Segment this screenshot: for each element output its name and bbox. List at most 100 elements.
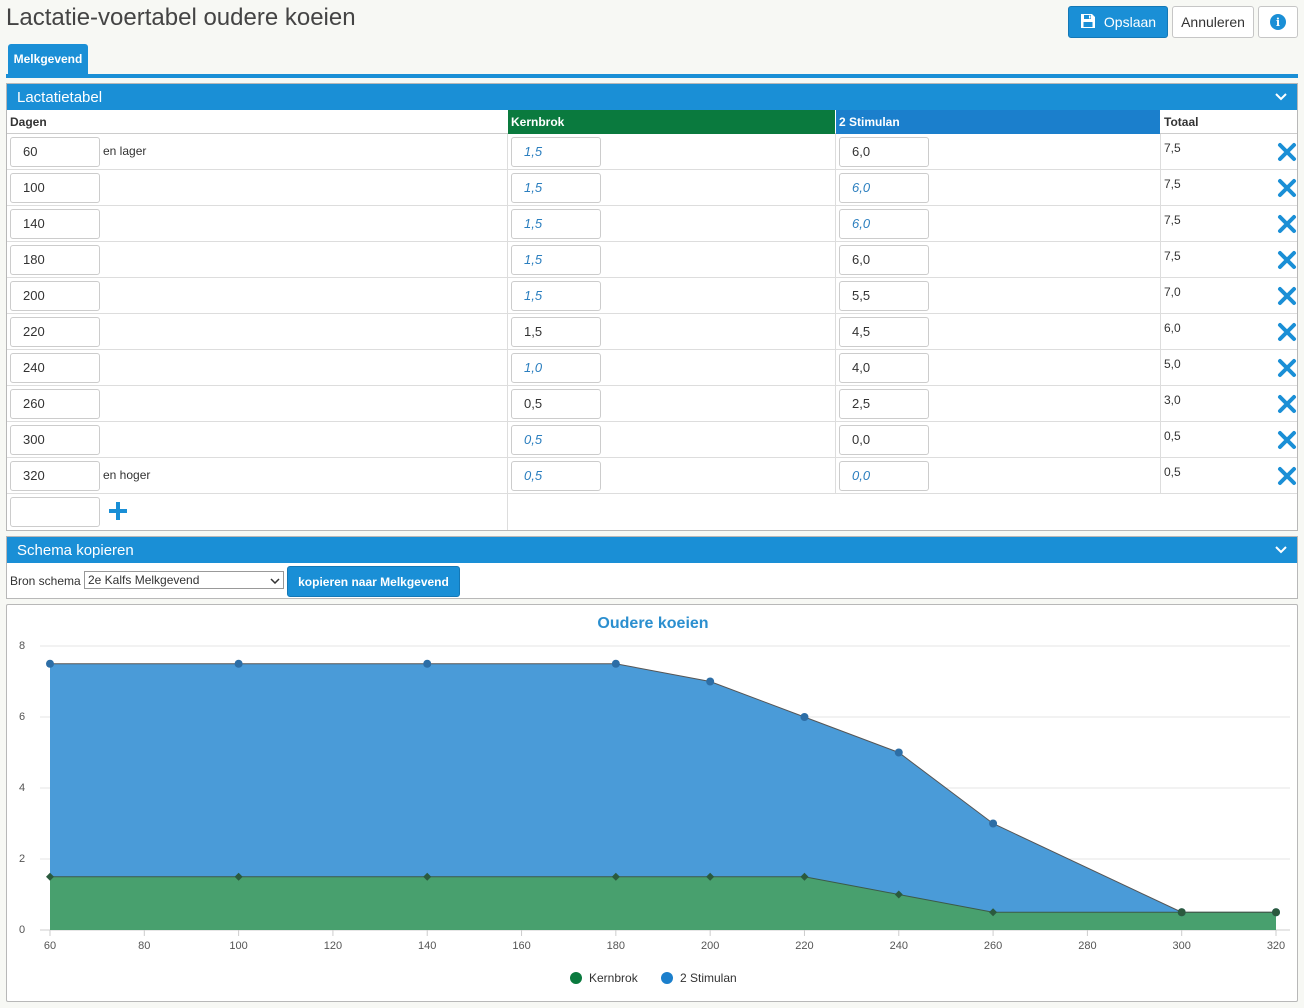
kernbrok-input[interactable]: 0,5 (511, 389, 601, 419)
copy-button[interactable]: kopieren naar Melkgevend (287, 566, 460, 597)
delete-icon[interactable] (1277, 430, 1297, 450)
stimulan-input[interactable]: 6,0 (839, 137, 929, 167)
lactation-chart: Oudere koeien 0 2 4 6 8 60 80 100 120 140 160 180 200… (19, 615, 1290, 985)
delete-icon[interactable] (1277, 142, 1297, 162)
kernbrok-cell: 1,5 (508, 242, 836, 278)
dagen-input[interactable]: 260 (10, 389, 100, 419)
bron-schema-label: Bron schema (10, 574, 81, 588)
cancel-button[interactable]: Annuleren (1172, 6, 1254, 38)
x-tick-label: 100 (229, 940, 247, 952)
plus-icon[interactable] (107, 500, 129, 522)
kernbrok-input[interactable]: 1,5 (511, 245, 601, 275)
kernbrok-area (50, 876, 1276, 930)
dagen-input[interactable]: 140 (10, 209, 100, 239)
dagen-cell: 220 (7, 314, 508, 350)
x-tick-label: 320 (1267, 940, 1285, 952)
tab-melkgevend[interactable]: Melkgevend (8, 44, 88, 74)
kernbrok-point (989, 908, 998, 917)
bron-schema-select[interactable]: 2e Kalfs Melkgevend (84, 571, 284, 589)
stimulan-cell: 6,0 (836, 242, 1161, 278)
delete-icon[interactable] (1277, 466, 1297, 486)
table-row: 100 1,5 6,0 7,5 (7, 170, 1297, 206)
kernbrok-input[interactable]: 0,5 (511, 461, 601, 491)
kernbrok-input[interactable]: 1,0 (511, 353, 601, 383)
kernbrok-input[interactable]: 1,5 (511, 137, 601, 167)
totaal-cell: 5,0 (1161, 350, 1297, 386)
kernbrok-input[interactable]: 1,5 (511, 209, 601, 239)
stimulan-cell: 4,0 (836, 350, 1161, 386)
stimulan-cell: 6,0 (836, 206, 1161, 242)
dagen-input[interactable]: 180 (10, 245, 100, 275)
stimulan-cell: 6,0 (836, 170, 1161, 206)
schema-panel-header[interactable]: Schema kopieren (7, 537, 1297, 563)
kernbrok-input[interactable]: 0,5 (511, 425, 601, 455)
kernbrok-cell: 1,5 (508, 278, 836, 314)
save-button[interactable]: Opslaan (1068, 6, 1168, 38)
y-tick-label: 8 (19, 640, 25, 652)
dagen-input[interactable]: 320 (10, 461, 100, 491)
chevron-down-icon[interactable] (1275, 543, 1289, 557)
dagen-cell: 100 (7, 170, 508, 206)
totaal-value: 7,5 (1164, 249, 1181, 263)
totaal-cell: 0,5 (1161, 458, 1297, 494)
header-kernbrok: Kernbrok (508, 110, 835, 134)
kernbrok-input[interactable]: 1,5 (511, 173, 601, 203)
header-stimulan: 2 Stimulan (836, 110, 1160, 134)
totaal-cell: 7,5 (1161, 170, 1297, 206)
totaal-value: 5,0 (1164, 357, 1181, 371)
legend-stimulan-label: 2 Stimulan (680, 971, 737, 985)
chevron-down-icon (270, 573, 280, 587)
stimulan-point (989, 819, 998, 828)
schema-panel-title: Schema kopieren (17, 541, 134, 559)
chevron-down-icon[interactable] (1275, 90, 1289, 104)
stimulan-input[interactable]: 5,5 (839, 281, 929, 311)
x-tick-label: 220 (795, 940, 813, 952)
stimulan-input[interactable]: 6,0 (839, 173, 929, 203)
x-tick-label: 280 (1078, 940, 1096, 952)
info-button[interactable]: i (1258, 6, 1298, 38)
stimulan-input[interactable]: 0,0 (839, 425, 929, 455)
floppy-disk-icon (1080, 13, 1096, 32)
stimulan-input[interactable]: 2,5 (839, 389, 929, 419)
kernbrok-cell: 1,0 (508, 350, 836, 386)
header-totaal: Totaal (1164, 115, 1199, 129)
delete-icon[interactable] (1277, 214, 1297, 234)
dagen-input[interactable]: 240 (10, 353, 100, 383)
stimulan-point (706, 677, 715, 686)
delete-icon[interactable] (1277, 286, 1297, 306)
dagen-cell: 260 (7, 386, 508, 422)
delete-icon[interactable] (1277, 394, 1297, 414)
totaal-cell: 0,5 (1161, 422, 1297, 458)
stimulan-input[interactable]: 6,0 (839, 209, 929, 239)
dagen-input[interactable]: 220 (10, 317, 100, 347)
kernbrok-input[interactable]: 1,5 (511, 317, 601, 347)
kernbrok-point (706, 872, 715, 881)
info-icon: i (1270, 14, 1286, 30)
stimulan-input[interactable]: 4,0 (839, 353, 929, 383)
dagen-input[interactable]: 300 (10, 425, 100, 455)
dagen-input[interactable]: 100 (10, 173, 100, 203)
stimulan-input[interactable]: 4,5 (839, 317, 929, 347)
totaal-value: 0,5 (1164, 429, 1181, 443)
kernbrok-input[interactable]: 1,5 (511, 281, 601, 311)
stimulan-input[interactable]: 0,0 (839, 461, 929, 491)
delete-icon[interactable] (1277, 178, 1297, 198)
new-dagen-input[interactable] (10, 497, 100, 527)
stimulan-input[interactable]: 6,0 (839, 245, 929, 275)
dagen-input[interactable]: 60 (10, 137, 100, 167)
totaal-value: 7,0 (1164, 285, 1181, 299)
lactatie-panel-header[interactable]: Lactatietabel (7, 84, 1297, 110)
tab-bar: Melkgevend (6, 44, 1298, 78)
legend-stimulan-marker (661, 972, 673, 984)
x-tick-label: 180 (607, 940, 625, 952)
x-tick-label: 200 (701, 940, 719, 952)
dagen-input[interactable]: 200 (10, 281, 100, 311)
kernbrok-point (800, 872, 809, 881)
dagen-cell: 180 (7, 242, 508, 278)
delete-icon[interactable] (1277, 322, 1297, 342)
dagen-cell: 240 (7, 350, 508, 386)
dagen-cell: 300 (7, 422, 508, 458)
delete-icon[interactable] (1277, 250, 1297, 270)
dagen-cell: 140 (7, 206, 508, 242)
delete-icon[interactable] (1277, 358, 1297, 378)
